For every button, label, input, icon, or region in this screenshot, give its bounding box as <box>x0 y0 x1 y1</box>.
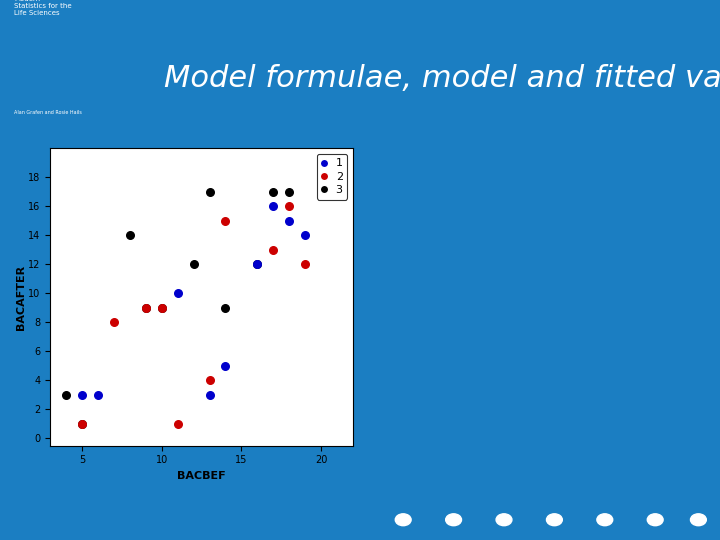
Point <box>267 246 279 254</box>
Point <box>284 217 295 225</box>
Text: Modern
Statistics for the
Life Sciences: Modern Statistics for the Life Sciences <box>14 0 72 16</box>
Point <box>140 303 152 312</box>
Point <box>284 187 295 196</box>
Point <box>125 231 136 240</box>
Point <box>172 289 184 298</box>
Text: Model formulae, model and fitted values: Model formulae, model and fitted values <box>163 64 720 93</box>
Point <box>251 260 263 269</box>
Point <box>284 202 295 211</box>
Point <box>108 318 120 327</box>
Point <box>267 202 279 211</box>
Point <box>76 420 88 428</box>
Point <box>300 260 311 269</box>
Point <box>220 217 231 225</box>
Y-axis label: BACAFTER: BACAFTER <box>16 265 25 329</box>
Point <box>156 303 168 312</box>
Point <box>300 231 311 240</box>
Point <box>76 390 88 399</box>
Point <box>220 303 231 312</box>
Point <box>204 390 215 399</box>
Point <box>92 390 104 399</box>
Point <box>172 420 184 428</box>
Text: Alan Grafen and Rosie Hails: Alan Grafen and Rosie Hails <box>14 110 82 116</box>
Point <box>220 361 231 370</box>
Point <box>204 187 215 196</box>
Point <box>60 390 72 399</box>
Point <box>267 187 279 196</box>
Point <box>251 260 263 269</box>
Point <box>156 303 168 312</box>
Point <box>188 260 199 269</box>
Point <box>140 303 152 312</box>
Point <box>204 376 215 384</box>
Point <box>76 420 88 428</box>
Legend: 1, 2, 3: 1, 2, 3 <box>317 154 347 200</box>
X-axis label: BACBEF: BACBEF <box>177 471 226 481</box>
